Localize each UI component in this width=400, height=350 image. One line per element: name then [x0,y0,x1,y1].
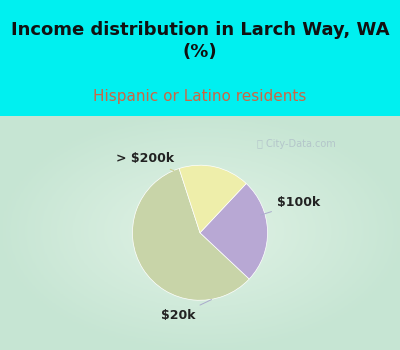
Text: $20k: $20k [161,300,212,322]
Text: > $200k: > $200k [116,152,174,171]
Text: $100k: $100k [261,196,320,215]
Wedge shape [200,183,268,279]
Wedge shape [179,165,246,233]
Wedge shape [132,168,249,300]
Text: Income distribution in Larch Way, WA
(%): Income distribution in Larch Way, WA (%) [11,21,389,61]
Text: ⓘ City-Data.com: ⓘ City-Data.com [257,139,335,149]
Text: Hispanic or Latino residents: Hispanic or Latino residents [93,89,307,104]
